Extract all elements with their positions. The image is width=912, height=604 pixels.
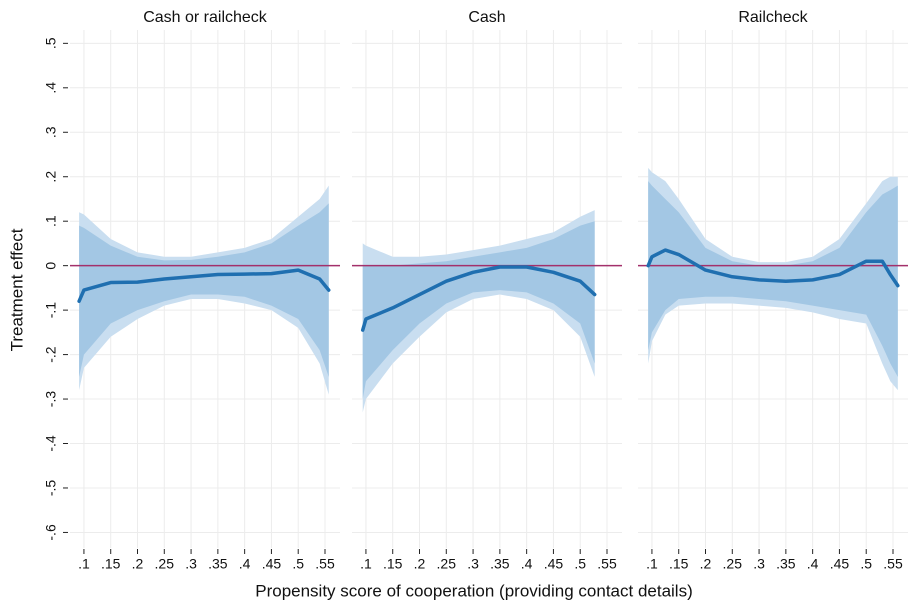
x-tick-label: .2 xyxy=(414,556,426,572)
estimate-line xyxy=(77,268,331,303)
ci-band-inner xyxy=(79,203,329,377)
x-tick-label: .45 xyxy=(544,556,564,572)
x-tick-label: .4 xyxy=(521,556,533,572)
y-tick-label: -.6 xyxy=(43,524,59,541)
y-tick-label: -.5 xyxy=(43,480,59,497)
x-tick-label: .3 xyxy=(185,556,197,572)
y-tick-label: .3 xyxy=(43,126,59,138)
x-tick-label: .1 xyxy=(78,556,90,572)
panel-title: Cash xyxy=(468,9,505,26)
y-tick-label: .4 xyxy=(43,82,59,94)
y-tick-label: 0 xyxy=(43,262,59,270)
x-tick-label: .55 xyxy=(883,556,903,572)
estimate-line xyxy=(360,265,597,332)
x-tick-label: .55 xyxy=(315,556,335,572)
panel-title: Railcheck xyxy=(738,9,808,26)
estimate-line xyxy=(646,248,900,288)
x-tick-label: .25 xyxy=(155,556,175,572)
x-tick-label: .35 xyxy=(490,556,510,572)
x-tick-label: .55 xyxy=(597,556,617,572)
x-tick-label: .5 xyxy=(860,556,872,572)
x-tick-label: .5 xyxy=(292,556,304,572)
x-tick-label: .45 xyxy=(830,556,850,572)
y-tick-label: -.3 xyxy=(43,391,59,408)
y-axis-title: Treatment effect xyxy=(7,228,26,351)
x-tick-label: .15 xyxy=(383,556,403,572)
y-tick-label: .2 xyxy=(43,171,59,183)
x-tick-label: .25 xyxy=(437,556,457,572)
x-tick-label: .45 xyxy=(262,556,282,572)
x-axis-title: Propensity score of cooperation (providi… xyxy=(255,581,693,600)
y-tick-label: -.2 xyxy=(43,346,59,363)
x-tick-label: .2 xyxy=(700,556,712,572)
x-tick-label: .1 xyxy=(360,556,372,572)
y-tick-label: .5 xyxy=(43,37,59,49)
x-tick-label: .3 xyxy=(753,556,765,572)
y-tick-label: .1 xyxy=(43,215,59,227)
y-tick-label: -.4 xyxy=(43,435,59,452)
x-tick-label: .3 xyxy=(467,556,479,572)
x-tick-label: .4 xyxy=(807,556,819,572)
x-tick-label: .35 xyxy=(208,556,228,572)
panel-title: Cash or railcheck xyxy=(143,9,268,26)
x-tick-label: .25 xyxy=(723,556,743,572)
x-tick-label: .2 xyxy=(132,556,144,572)
y-tick-label: -.1 xyxy=(43,302,59,319)
x-tick-label: .1 xyxy=(646,556,658,572)
x-tick-label: .15 xyxy=(669,556,689,572)
x-tick-label: .15 xyxy=(101,556,121,572)
x-tick-label: .35 xyxy=(776,556,796,572)
x-tick-label: .5 xyxy=(574,556,586,572)
x-tick-label: .4 xyxy=(239,556,251,572)
